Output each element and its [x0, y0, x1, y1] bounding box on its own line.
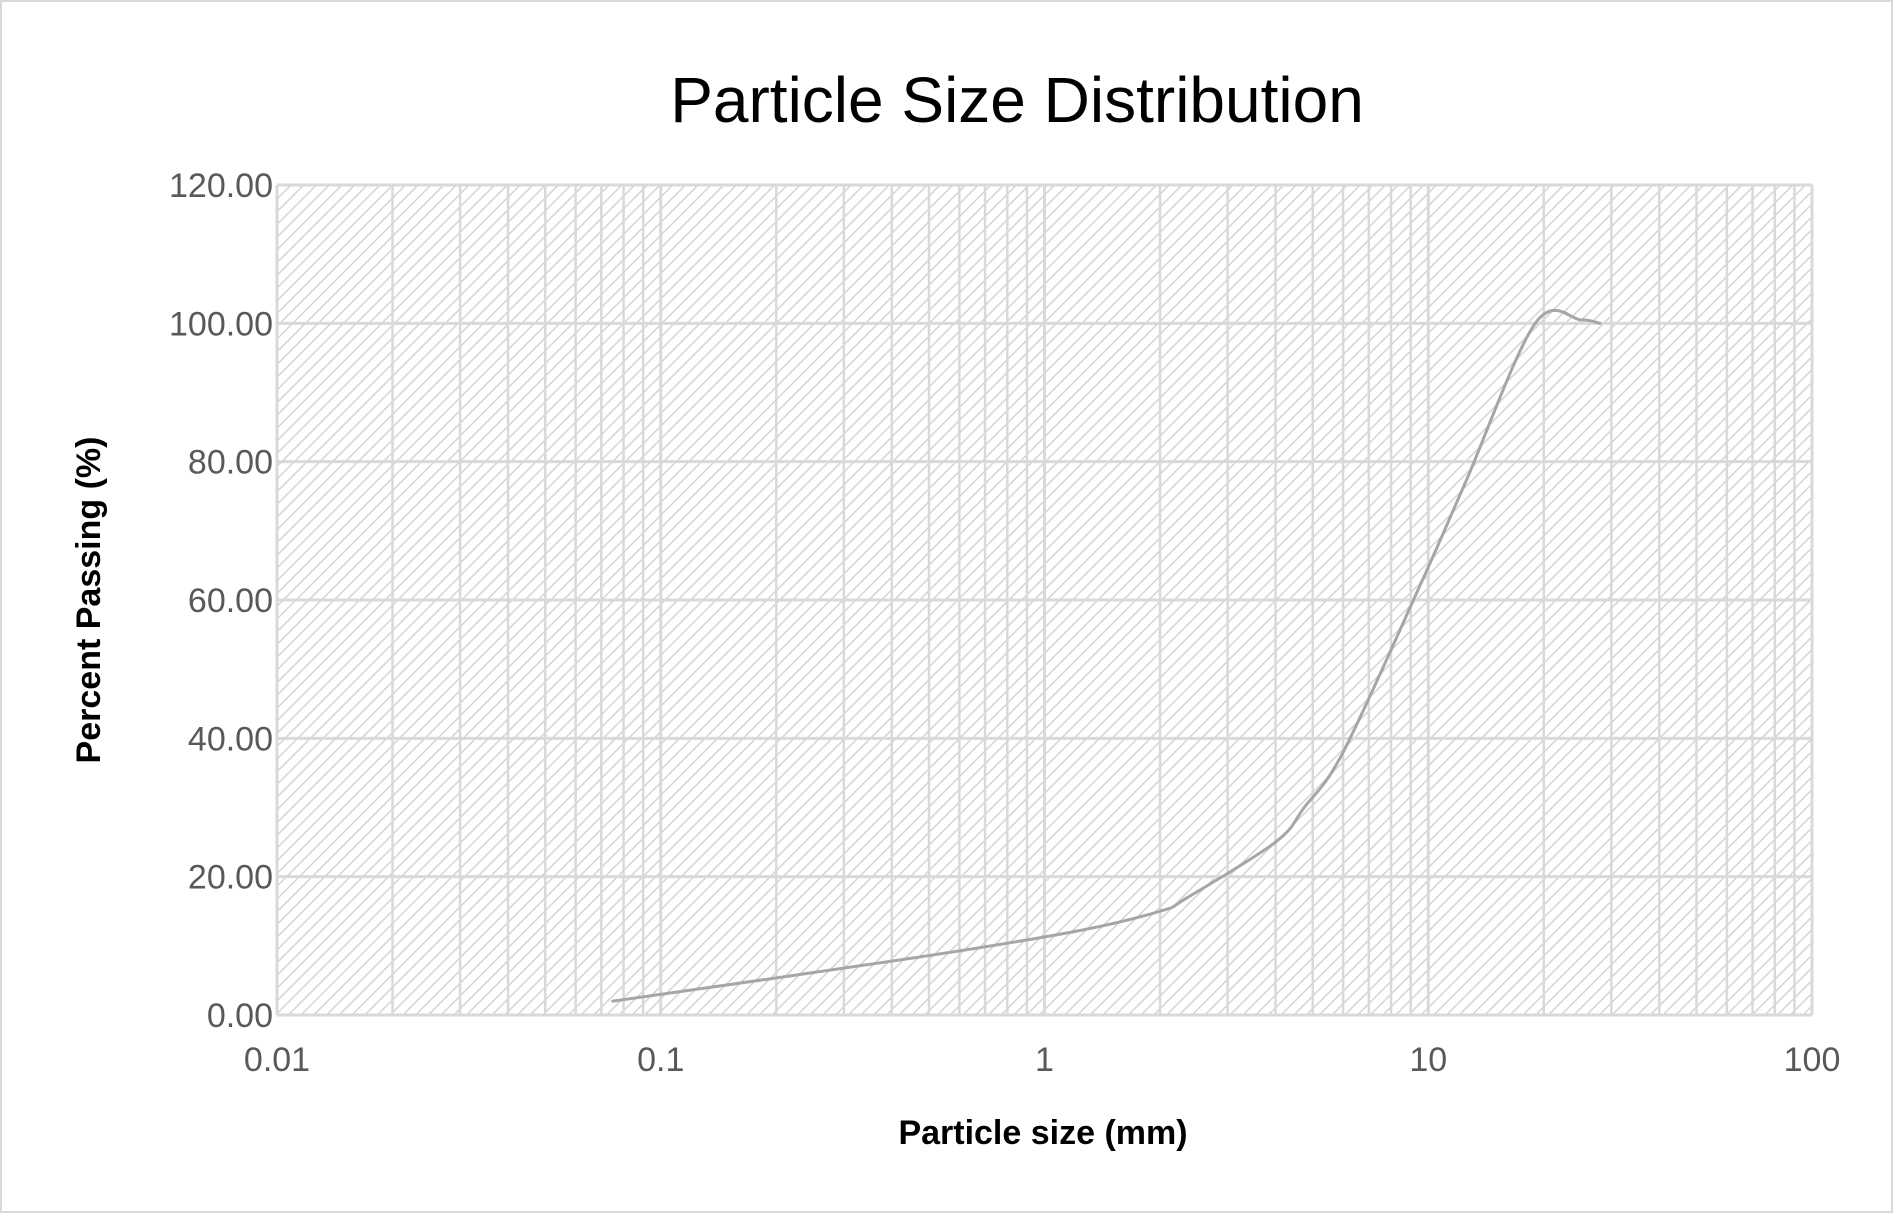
x-tick-label: 0.1 — [637, 1041, 684, 1079]
x-tick-label: 100 — [1784, 1041, 1841, 1079]
y-tick-label: 80.00 — [188, 444, 273, 482]
x-tick-label: 10 — [1409, 1041, 1447, 1079]
y-tick-label: 0.00 — [207, 997, 273, 1035]
x-tick-label: 1 — [1035, 1041, 1054, 1079]
y-tick-label: 20.00 — [188, 859, 273, 897]
x-axis-title: Particle size (mm) — [898, 1114, 1187, 1152]
y-tick-label: 100.00 — [169, 305, 273, 343]
y-tick-label: 120.00 — [169, 167, 273, 205]
chart-title: Particle Size Distribution — [670, 64, 1364, 136]
x-tick-label: 0.01 — [244, 1041, 310, 1079]
series-layer — [611, 308, 1602, 1003]
grid-layer — [275, 183, 1814, 1017]
y-tick-label: 60.00 — [188, 582, 273, 620]
series-line — [611, 308, 1602, 1003]
y-tick-label: 40.00 — [188, 720, 273, 758]
label-layer: 0.00 20.00 40.00 60.00 80.00 100.00 120.00 0.01… — [169, 167, 1840, 1079]
y-axis-title: Percent Passing (%) — [70, 437, 108, 764]
